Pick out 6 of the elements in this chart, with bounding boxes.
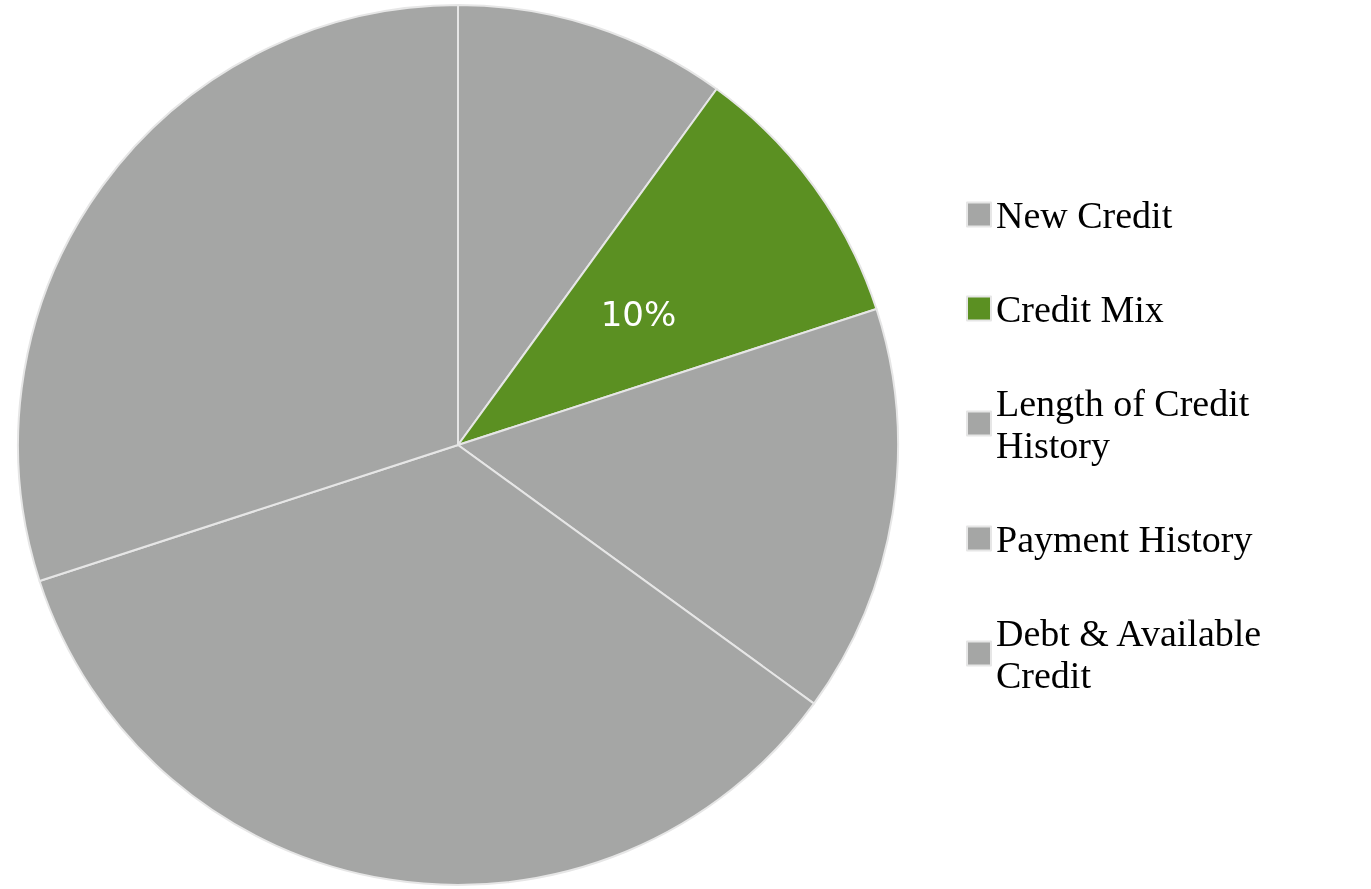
data-label: 10% bbox=[600, 293, 677, 334]
legend-label: Debt & Available Credit bbox=[996, 611, 1271, 696]
legend-label: Payment History bbox=[996, 517, 1253, 560]
legend-label: Length of Credit History bbox=[996, 381, 1259, 466]
legend-label: New Credit bbox=[996, 193, 1173, 236]
legend-label: Credit Mix bbox=[996, 287, 1164, 330]
